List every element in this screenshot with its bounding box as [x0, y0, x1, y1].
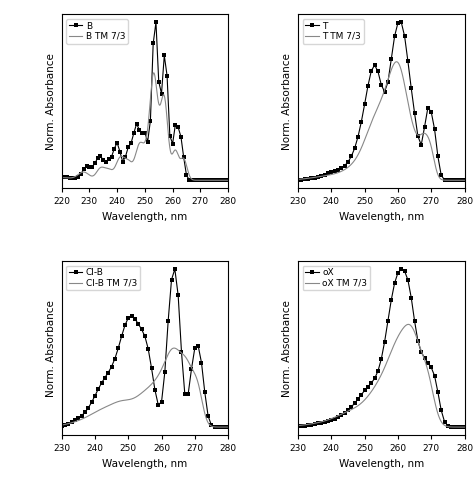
X-axis label: Wavelength, nm: Wavelength, nm [338, 458, 424, 468]
B [147, 118, 153, 123]
B TM 7/3 [140, 140, 146, 146]
oX TM 7/3 [462, 424, 467, 430]
oX [348, 404, 354, 410]
T TM 7/3 [372, 112, 377, 118]
oX TM 7/3 [426, 373, 432, 379]
T [419, 142, 424, 148]
B [206, 177, 211, 183]
B TM 7/3 [135, 143, 141, 149]
T [348, 153, 354, 159]
T TM 7/3 [295, 176, 301, 182]
oX [462, 424, 467, 430]
T [458, 177, 464, 183]
B [59, 174, 64, 180]
T TM 7/3 [457, 177, 463, 183]
T [399, 20, 404, 25]
oX TM 7/3 [376, 376, 382, 382]
Cl-B TM 7/3 [67, 420, 73, 426]
oX TM 7/3 [304, 422, 310, 427]
T TM 7/3 [393, 59, 399, 65]
Cl-B [222, 424, 228, 430]
B TM 7/3 [67, 175, 73, 181]
oX [409, 295, 414, 301]
Y-axis label: Norm. Absorbance: Norm. Absorbance [46, 300, 56, 397]
Legend: Cl-B, Cl-B TM 7/3: Cl-B, Cl-B TM 7/3 [66, 266, 140, 291]
Cl-B TM 7/3 [220, 424, 226, 430]
Cl-B TM 7/3 [190, 367, 196, 373]
Cl-B [59, 423, 64, 429]
oX [345, 407, 351, 413]
Cl-B TM 7/3 [220, 424, 226, 430]
T [345, 159, 351, 165]
B [98, 153, 103, 159]
oX [399, 266, 404, 272]
Cl-B TM 7/3 [225, 424, 231, 430]
oX [332, 416, 337, 422]
T [295, 177, 301, 183]
Line: Cl-B TM 7/3: Cl-B TM 7/3 [62, 348, 228, 427]
T [332, 168, 337, 174]
T TM 7/3 [304, 175, 310, 181]
Y-axis label: Norm. Absorbance: Norm. Absorbance [283, 53, 292, 150]
Legend: oX, oX TM 7/3: oX, oX TM 7/3 [302, 266, 370, 291]
B [92, 161, 98, 166]
Line: T TM 7/3: T TM 7/3 [298, 62, 465, 180]
T TM 7/3 [376, 102, 382, 108]
oX TM 7/3 [457, 424, 463, 430]
B TM 7/3 [59, 175, 64, 181]
B TM 7/3 [220, 177, 226, 183]
B [117, 149, 123, 154]
X-axis label: Wavelength, nm: Wavelength, nm [102, 458, 188, 468]
T [462, 177, 467, 183]
Legend: B, B TM 7/3: B, B TM 7/3 [66, 19, 128, 43]
Cl-B TM 7/3 [59, 422, 64, 428]
Line: Cl-B: Cl-B [60, 267, 230, 429]
Cl-B TM 7/3 [135, 393, 141, 399]
oX [295, 424, 301, 429]
Cl-B TM 7/3 [171, 345, 177, 351]
Cl-B [169, 277, 174, 282]
oX TM 7/3 [295, 423, 301, 428]
T [409, 86, 414, 91]
Legend: T, T TM 7/3: T, T TM 7/3 [302, 19, 364, 43]
Line: B: B [60, 21, 230, 182]
T TM 7/3 [426, 137, 432, 142]
oX TM 7/3 [406, 322, 411, 327]
Line: B TM 7/3: B TM 7/3 [62, 73, 228, 180]
Cl-B [109, 364, 114, 369]
X-axis label: Wavelength, nm: Wavelength, nm [338, 212, 424, 222]
oX [419, 349, 424, 355]
B TM 7/3 [151, 70, 156, 76]
Cl-B [95, 386, 101, 392]
B [225, 177, 231, 183]
B [162, 53, 167, 58]
Cl-B [182, 391, 188, 397]
B TM 7/3 [225, 177, 231, 183]
Line: T: T [296, 21, 466, 182]
Y-axis label: Norm. Absorbance: Norm. Absorbance [283, 300, 292, 397]
Line: oX: oX [296, 267, 466, 429]
Y-axis label: Norm. Absorbance: Norm. Absorbance [46, 53, 56, 150]
B TM 7/3 [220, 177, 226, 183]
Line: oX TM 7/3: oX TM 7/3 [298, 325, 465, 427]
Cl-B [225, 424, 231, 430]
oX TM 7/3 [372, 384, 377, 390]
X-axis label: Wavelength, nm: Wavelength, nm [102, 212, 188, 222]
B [153, 20, 159, 25]
Cl-B TM 7/3 [140, 390, 146, 395]
T TM 7/3 [457, 177, 463, 183]
Cl-B [112, 356, 118, 361]
oX TM 7/3 [457, 424, 463, 430]
T TM 7/3 [462, 177, 467, 183]
B TM 7/3 [190, 177, 196, 183]
oX [458, 424, 464, 430]
Cl-B [172, 266, 178, 272]
